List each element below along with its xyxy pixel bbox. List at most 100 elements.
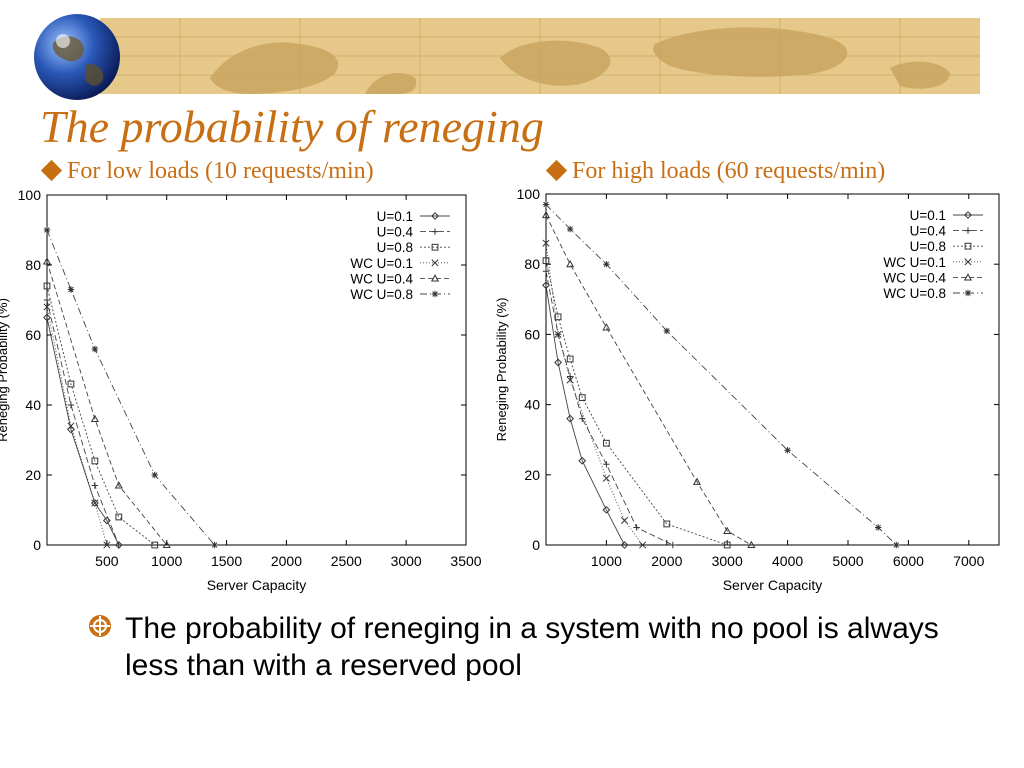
series-wc-u-0-4 [42, 257, 171, 549]
legend-marker [964, 289, 972, 297]
data-point [43, 303, 51, 311]
y-axis-label: Reneging Probability (%) [0, 298, 10, 442]
x-tick-label: 2500 [331, 553, 362, 569]
legend-marker [964, 211, 972, 219]
legend-marker [963, 273, 973, 281]
data-point [602, 505, 611, 514]
data-point [67, 422, 75, 430]
y-tick-label: 60 [25, 327, 41, 343]
series-u-0-8 [542, 257, 731, 549]
data-point [723, 541, 731, 549]
y-tick-label: 100 [517, 186, 541, 202]
legend-marker [430, 274, 440, 282]
series-wc-u-0-1 [43, 303, 111, 549]
data-point [67, 380, 75, 388]
y-tick-label: 0 [33, 537, 41, 553]
data-point [602, 323, 611, 331]
legend-label: WC U=0.1 [350, 256, 413, 271]
data-point [67, 286, 75, 293]
legend-label: WC U=0.8 [883, 286, 946, 301]
data-point [151, 541, 159, 549]
data-point [542, 239, 550, 247]
low-load-heading-text: For low loads (10 requests/min) [67, 158, 374, 184]
x-tick-label: 1500 [211, 553, 242, 569]
data-point [42, 257, 52, 265]
legend-label: U=0.1 [910, 208, 946, 223]
x-axis-label: Server Capacity [723, 577, 823, 593]
low-load-chart: 0 20 40 60 80 100 500 1000 1500 2000 2500 3000 3500 S… [0, 187, 482, 593]
series-line [545, 271, 674, 546]
data-point [114, 481, 123, 489]
x-tick-label: 4000 [772, 553, 803, 569]
data-point [566, 376, 574, 384]
data-point [603, 461, 610, 468]
x-tick-label: 2000 [271, 553, 302, 569]
series-line [46, 299, 120, 546]
series-u-0-4 [542, 268, 677, 549]
y-tick-label: 80 [25, 257, 41, 273]
legend-label: WC U=0.1 [883, 255, 946, 270]
legend-label: WC U=0.4 [883, 270, 946, 285]
data-point [91, 482, 99, 489]
data-point [566, 414, 575, 423]
data-point [669, 541, 677, 549]
series-u-0-4 [43, 296, 123, 549]
series-wc-u-0-4 [541, 210, 756, 549]
data-point [90, 499, 99, 507]
x-tick-label: 5000 [832, 553, 863, 569]
data-point [43, 226, 51, 234]
data-point [578, 394, 586, 401]
series-line [46, 306, 108, 546]
data-point [663, 327, 670, 335]
legend-marker [431, 212, 439, 220]
data-point [91, 345, 99, 353]
legend-marker [431, 228, 439, 235]
plot-frame [545, 193, 1000, 546]
y-tick-label: 20 [25, 467, 41, 483]
data-point [602, 474, 610, 482]
data-point [554, 358, 562, 367]
x-axis-label: Server Capacity [207, 577, 307, 593]
data-point [566, 225, 574, 233]
data-point [692, 477, 702, 485]
legend-label: WC U=0.4 [350, 271, 413, 286]
world-map-banner [100, 18, 980, 94]
data-point [541, 210, 551, 219]
data-point [620, 541, 629, 549]
series-line [545, 285, 625, 546]
data-point [115, 513, 123, 521]
series-line [545, 243, 644, 546]
diamond-bullet-icon [40, 160, 63, 182]
data-point [151, 471, 158, 479]
data-point [43, 296, 51, 304]
y-tick-label: 0 [532, 537, 540, 553]
data-point [784, 447, 791, 454]
x-tick-label: 3000 [391, 553, 422, 569]
bullet-text: The probability of reneging in a system … [125, 612, 939, 682]
y-tick-label: 20 [524, 467, 540, 483]
legend-marker [431, 243, 439, 251]
series-u-0-1 [542, 281, 629, 549]
x-tick-label: 2000 [651, 553, 682, 569]
series-wc-u-0-8 [542, 201, 900, 549]
circle-bullet-icon [89, 615, 111, 637]
series-line [46, 285, 156, 546]
data-point [67, 401, 75, 409]
series-line [545, 214, 752, 546]
data-point [603, 261, 610, 268]
y-axis-label: Reneging Probability (%) [494, 298, 509, 442]
data-point [566, 355, 574, 363]
slide-title: The probability of reneging [40, 101, 544, 152]
data-point [91, 499, 99, 507]
high-load-chart: 0 20 40 60 80 100 1000 2000 3000 4000 5000 6000 7000… [494, 186, 1000, 593]
low-load-heading: For low loads (10 requests/min) [40, 158, 374, 185]
data-point [542, 257, 550, 265]
x-tick-label: 1000 [591, 553, 622, 569]
data-point [554, 313, 562, 321]
data-point [620, 516, 629, 524]
data-point [162, 540, 171, 549]
plot-frame [46, 194, 467, 546]
data-point [875, 524, 882, 531]
data-point [566, 373, 574, 380]
x-tick-label: 3000 [712, 553, 743, 569]
